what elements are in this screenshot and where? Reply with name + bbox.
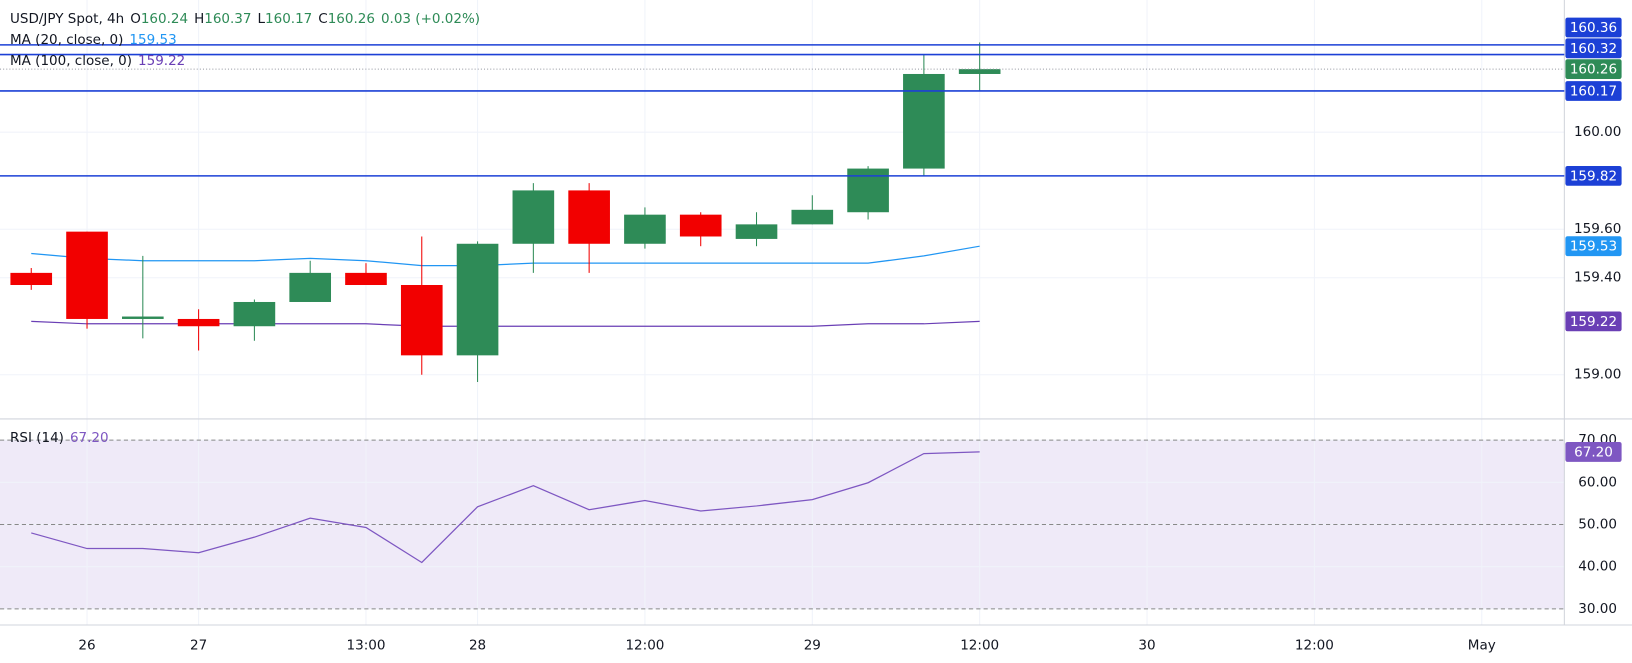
rsi-value: 67.20 [69,430,109,446]
ohlc-header: USD/JPY Spot, 4h O160.24 H160.37 L160.17 C16… [10,11,480,27]
candle-body [791,209,834,225]
candle-body [679,214,722,237]
price-label: 160.32 [1570,41,1617,57]
y-tick-label: 40.00 [1578,559,1617,575]
price-label: 159.53 [1570,239,1617,255]
price-label: 160.17 [1570,83,1617,99]
candle-body [568,190,610,244]
ohlc-field: C160.26 [318,11,375,27]
ohlc-value: 160.26 [327,11,375,27]
price-label: 160.26 [1570,62,1617,78]
candle-body [177,318,220,327]
x-tick-label: 29 [804,637,821,653]
x-tick-label: 27 [190,637,207,653]
candle-body [233,301,276,327]
candle-body [345,272,387,286]
ma-value: 159.22 [138,53,186,69]
ohlc-label: H [194,11,205,27]
candle-body [512,190,555,244]
candle-body [400,285,443,356]
candle-body [289,272,332,302]
ma-name: MA (100, close, 0) [10,53,133,69]
ohlc-label: C [318,11,328,27]
candle-body [903,73,945,169]
price-label-box [1565,311,1622,332]
ohlc-field: H160.37 [194,11,251,27]
price-label-box [1565,165,1622,186]
candle-body [122,316,164,319]
y-tick-label: 159.00 [1574,367,1621,383]
ohlc-field: L160.17 [257,11,312,27]
price-label-box [1565,442,1622,462]
ma-legend: MA (20, close, 0) 159.53 [10,32,177,48]
y-tick-label: 50.00 [1578,517,1617,533]
price-label-box [1565,59,1622,80]
x-tick-label: 28 [469,637,486,653]
x-tick-label: 12:00 [960,637,999,653]
ohlc-value: 160.37 [204,11,252,27]
ohlc-change: 0.03 (+0.02%) [380,11,481,27]
ohlc-field: O160.24 [130,11,188,27]
price-label-box [1565,81,1622,101]
y-tick-label: 30.00 [1578,601,1617,617]
x-tick-label: 12:00 [625,637,664,653]
price-label: 160.36 [1570,20,1617,36]
price-label-box [1565,236,1622,257]
ma-line [31,320,980,327]
x-tick-label: 26 [78,637,95,653]
y-tick-label: 160.00 [1574,124,1621,140]
ohlc-value: 160.24 [140,11,189,27]
x-tick-label: 12:00 [1295,637,1334,653]
ohlc-label: O [130,11,141,27]
rsi-line [31,451,980,564]
y-tick-label: 159.60 [1574,221,1621,237]
price-label: 67.20 [1574,444,1613,460]
ma-value: 159.53 [129,32,177,48]
ohlc-label: L [257,11,266,27]
ma-legend: MA (100, close, 0) 159.22 [10,53,185,69]
price-label-box [1565,38,1622,59]
ma-name: MA (20, close, 0) [10,32,124,48]
y-tick-label: 159.40 [1574,270,1621,286]
x-tick-label: 30 [1138,637,1155,653]
candle-body [456,243,499,356]
x-tick-label: 13:00 [347,637,386,653]
candle-body [66,231,108,319]
symbol-title: USD/JPY Spot, 4h [10,11,125,27]
rsi-legend: RSI (14) 67.20 [10,430,109,446]
price-label: 159.22 [1570,314,1617,330]
candle-body [10,272,53,286]
ma-line [31,245,980,267]
ohlc-value: 160.17 [265,11,313,27]
x-tick-label: May [1468,637,1496,653]
candle-body [624,214,666,244]
candle-body [735,224,778,239]
rsi-name: RSI (14) [10,430,64,446]
candle-body [958,69,1001,74]
price-label: 159.82 [1570,168,1617,184]
y-tick-label: 60.00 [1578,474,1617,490]
price-label-box [1565,17,1622,38]
